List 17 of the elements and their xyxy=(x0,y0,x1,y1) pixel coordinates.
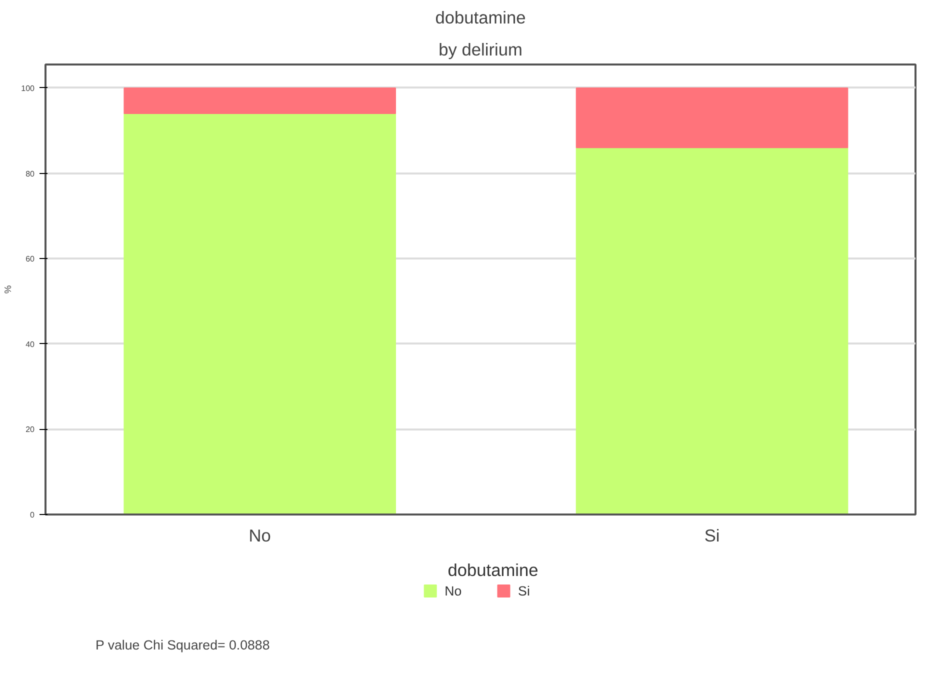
y-tick-label: 60 xyxy=(26,254,36,264)
chart-title: dobutamine xyxy=(435,8,526,28)
y-tick-label: 0 xyxy=(30,510,36,520)
y-tick-label: 40 xyxy=(26,340,36,349)
legend-label: No xyxy=(444,584,462,599)
bar xyxy=(576,147,848,514)
legend-title: dobutamine xyxy=(448,560,538,580)
chart-subtitle: by delirium xyxy=(438,40,522,60)
y-tick-label: 100 xyxy=(21,84,36,93)
y-tick-label: 80 xyxy=(26,169,36,178)
y-axis-title: % xyxy=(3,285,14,294)
legend-label: Si xyxy=(518,584,530,599)
text: P value Chi Squared= 0.0888 xyxy=(96,638,270,652)
bar xyxy=(576,87,848,148)
bar xyxy=(124,113,396,514)
bar xyxy=(124,87,396,114)
y-tick-label: 20 xyxy=(26,425,36,434)
